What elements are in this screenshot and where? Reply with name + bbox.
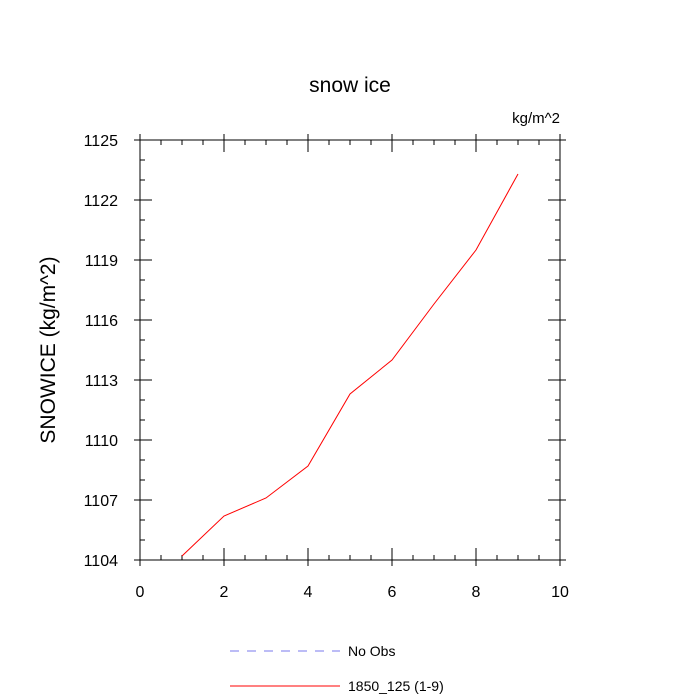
y-tick-label: 1116 — [85, 313, 118, 330]
x-tick-label: 0 — [136, 584, 145, 601]
y-axis-label: SNOWICE (kg/m^2) — [37, 256, 60, 443]
y-tick-label: 1125 — [84, 133, 119, 150]
series-line-1 — [181, 173, 519, 557]
series-layer — [181, 173, 519, 557]
y-tick-label: 1110 — [85, 433, 118, 450]
chart-title: snow ice — [309, 74, 391, 97]
axis-ticks — [134, 134, 566, 566]
x-tick-label: 4 — [304, 584, 313, 601]
y-tick-label: 1107 — [84, 493, 119, 510]
x-tick-label: 10 — [551, 584, 569, 601]
plot-frame — [139, 139, 561, 561]
tick-labels: 0 2 4 6 8 10 1104 1107 1110 1113 1116 1119 1122 1125 — [84, 133, 569, 601]
y-tick-label: 1104 — [84, 553, 119, 570]
x-tick-label: 6 — [388, 584, 397, 601]
units-label: kg/m^2 — [512, 110, 560, 127]
y-tick-label: 1122 — [84, 193, 119, 210]
y-tick-label: 1119 — [85, 253, 118, 270]
legend-label-0: No Obs — [348, 643, 395, 659]
legend: No Obs 1850_125 (1-9) — [230, 643, 444, 694]
x-tick-label: 8 — [472, 584, 481, 601]
y-tick-label: 1113 — [85, 373, 118, 390]
x-tick-label: 2 — [220, 584, 229, 601]
legend-label-1: 1850_125 (1-9) — [348, 678, 444, 694]
